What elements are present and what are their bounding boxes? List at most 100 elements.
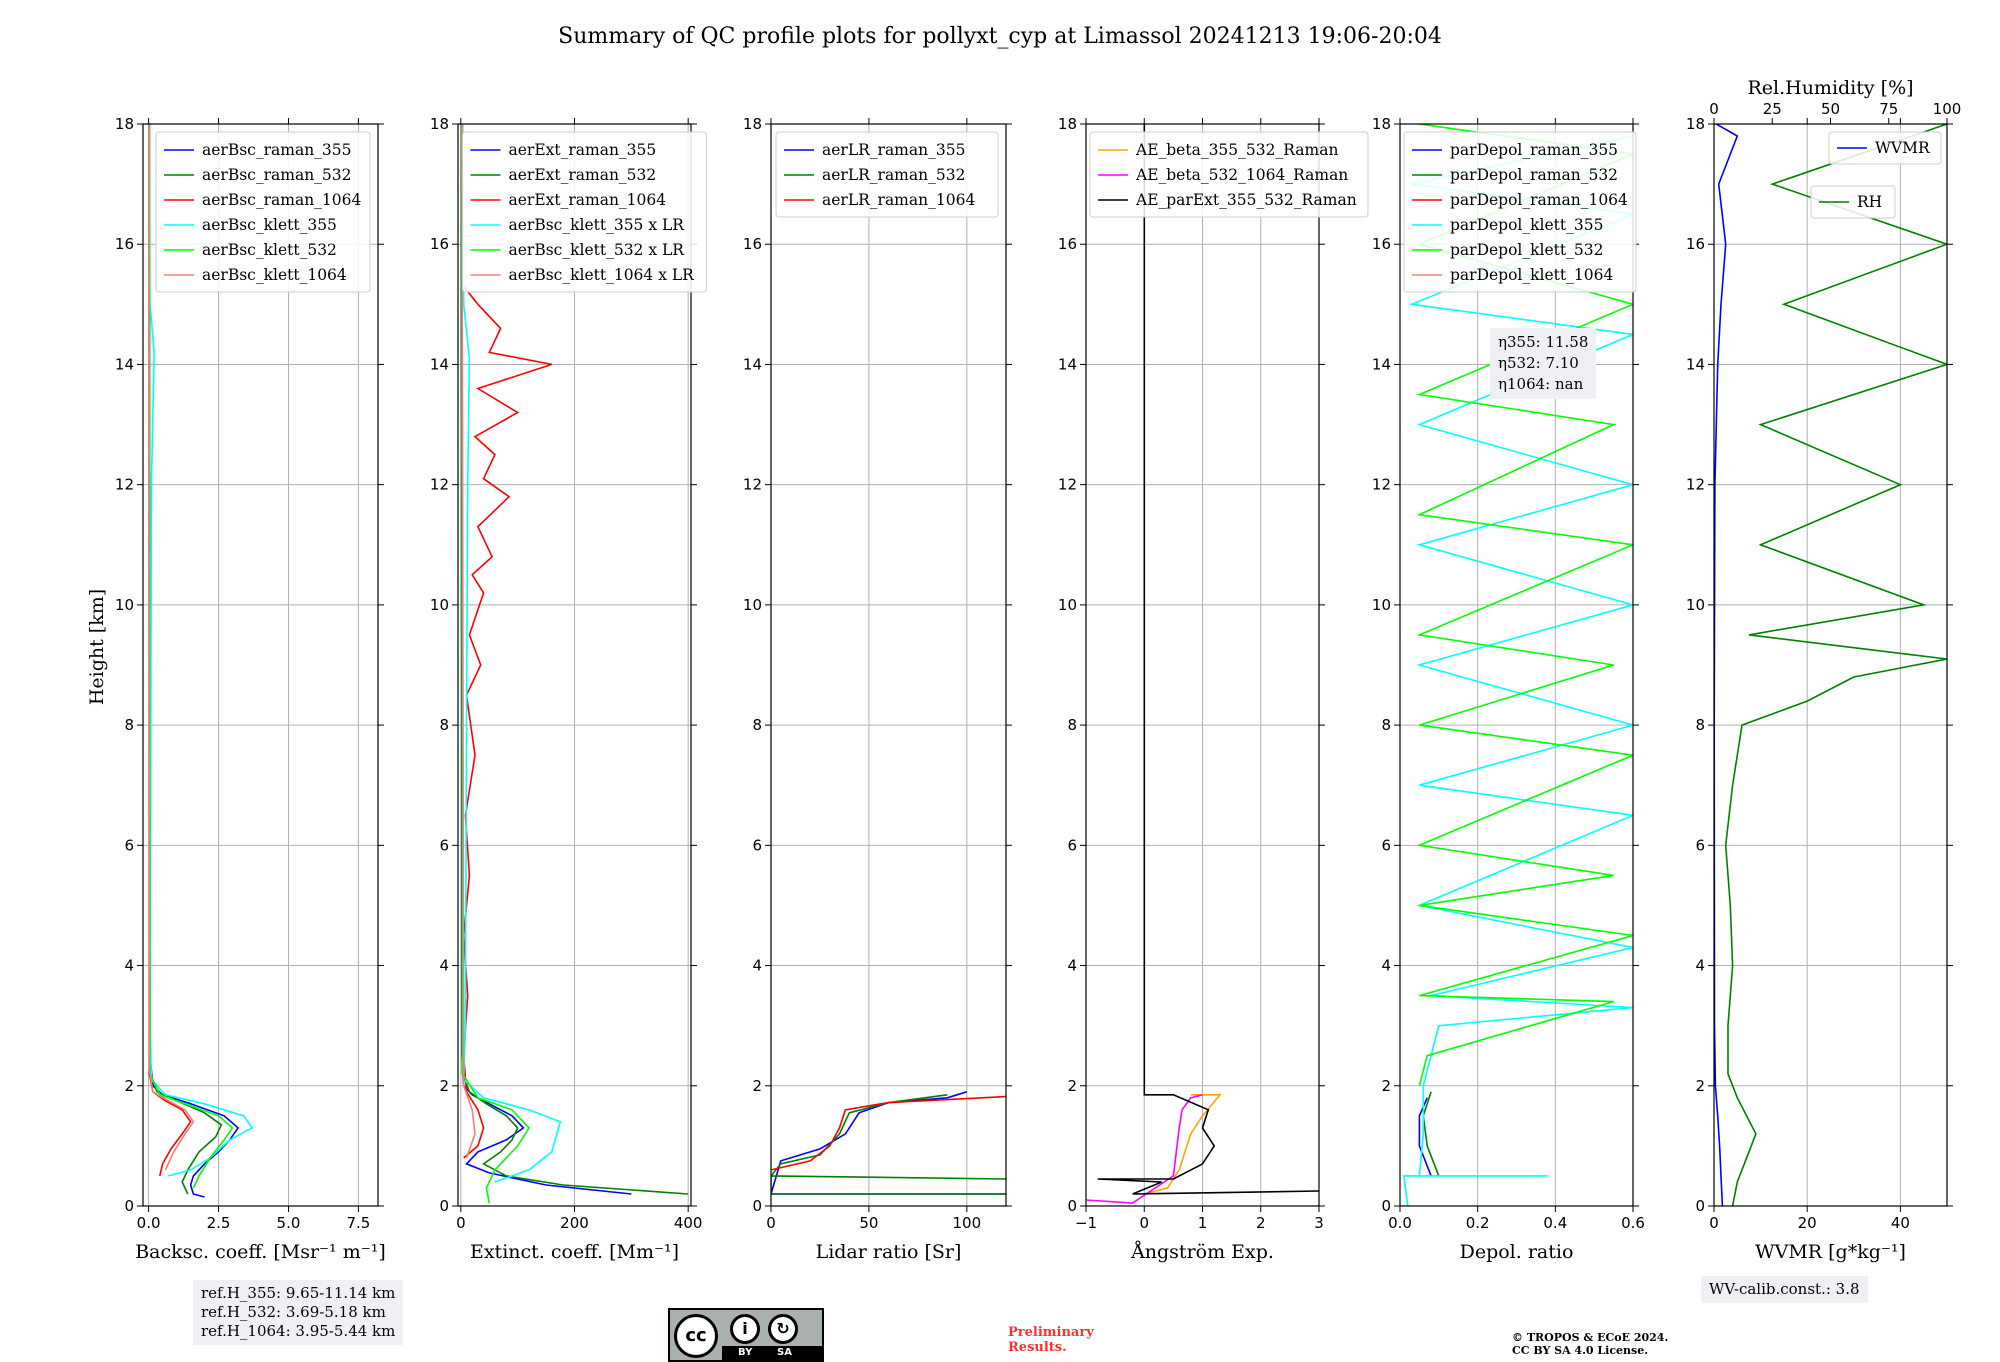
y-tick-label: 6 <box>1381 836 1391 854</box>
plot-area <box>1086 124 1319 1204</box>
axes-frame <box>770 123 1007 1207</box>
y-tick-label: 12 <box>430 476 449 494</box>
legend-label: aerLR_raman_355 <box>822 141 965 159</box>
y-tick-label: 6 <box>1067 836 1077 854</box>
legend: AE_beta_355_532_Raman AE_beta_532_1064_Ra… <box>1089 131 1369 218</box>
legend-label: parDepol_raman_532 <box>1450 166 1618 184</box>
share-alike-icon: ↻ <box>768 1314 798 1344</box>
top-tick-label: 25 <box>1763 100 1782 118</box>
y-tick-label: 14 <box>1372 355 1391 373</box>
legend: aerBsc_raman_355 aerBsc_raman_532 aerBsc_r… <box>155 131 371 293</box>
legend-label: aerBsc_raman_532 <box>202 166 352 184</box>
legend: parDepol_raman_355 parDepol_raman_532 parD… <box>1403 131 1637 293</box>
y-tick-label: 0 <box>124 1197 134 1215</box>
preliminary-line-2: Results. <box>1008 1340 1067 1355</box>
legend-box <box>1403 131 1637 293</box>
plot-area <box>1714 124 1947 1206</box>
y-tick-label: 16 <box>743 235 762 253</box>
y-tick-label: 16 <box>1372 235 1391 253</box>
legend-label: parDepol_raman_355 <box>1450 141 1618 159</box>
y-tick-label: 10 <box>1686 596 1705 614</box>
y-tick-label: 4 <box>752 957 762 975</box>
legend-box <box>775 131 999 218</box>
x-tick-label: 0 <box>1709 1214 1719 1232</box>
legend-label: aerBsc_raman_355 <box>202 141 352 159</box>
legend-label: aerLR_raman_1064 <box>822 191 975 209</box>
top-tick-label: 50 <box>1821 100 1840 118</box>
eta-532: η532: 7.10 <box>1498 354 1579 372</box>
legend: WVMR RH <box>1810 131 1942 219</box>
x-axis-label: Extinct. coeff. [Mm⁻¹] <box>470 1241 679 1263</box>
y-tick-label: 12 <box>1372 476 1391 494</box>
legend-box <box>155 131 371 293</box>
cc-by-label: BY <box>738 1347 753 1358</box>
plot-area <box>148 124 254 1198</box>
ref-height-1064: ref.H_1064: 3.95-5.44 km <box>201 1322 396 1340</box>
x-axis-label: WVMR [g*kg⁻¹] <box>1755 1241 1906 1263</box>
series-line-aerBsc_klett_355 <box>148 124 254 1177</box>
panel-extinction: 0 200 400 0 2 4 6 8 10 12 14 16 18 Extinct. coeff. [M… <box>430 115 707 1263</box>
y-tick-label: 12 <box>1058 476 1077 494</box>
x-tick-label: 20 <box>1798 1214 1817 1232</box>
y-tick-label: 18 <box>115 115 134 133</box>
y-tick-label: 8 <box>1381 716 1391 734</box>
legend-label: aerBsc_klett_1064 x LR <box>509 266 696 284</box>
y-tick-label: 0 <box>1695 1197 1705 1215</box>
x-tick-label: 0.6 <box>1621 1214 1645 1232</box>
y-tick-label: 6 <box>124 836 134 854</box>
legend-label: AE_beta_532_1064_Raman <box>1135 166 1348 184</box>
copyright-line-1: © TROPOS & ECoE 2024. <box>1512 1331 1669 1344</box>
series-line-aerBsc_klett_1064 x LR <box>461 124 476 1159</box>
legend-label: RH <box>1857 193 1882 211</box>
y-tick-label: 12 <box>743 476 762 494</box>
y-tick-label: 16 <box>115 235 134 253</box>
x-tick-label: 3 <box>1314 1214 1324 1232</box>
preliminary-line-1: Preliminary <box>1008 1325 1094 1340</box>
series-line-RH <box>1724 124 1947 1206</box>
y-tick-label: 4 <box>1381 957 1391 975</box>
y-tick-label: 0 <box>752 1197 762 1215</box>
copyright-note: © TROPOS & ECoE 2024. CC BY SA 4.0 Licen… <box>1512 1331 1668 1357</box>
copyright-line-2: CC BY SA 4.0 License. <box>1512 1344 1649 1357</box>
x-tick-label: 5.0 <box>277 1214 301 1232</box>
y-tick-label: 18 <box>743 115 762 133</box>
y-tick-label: 14 <box>115 355 134 373</box>
x-tick-label: 50 <box>859 1214 878 1232</box>
y-tick-label: 18 <box>1686 115 1705 133</box>
legend-label: parDepol_klett_355 <box>1450 216 1603 234</box>
legend-label: WVMR <box>1875 139 1931 157</box>
legend-label: aerBsc_klett_532 x LR <box>509 241 686 259</box>
cc-license-badge: cc i ↻ BY SA <box>668 1308 824 1362</box>
y-tick-label: 18 <box>1372 115 1391 133</box>
series-line-aerBsc_klett_532 x LR <box>461 124 531 1204</box>
y-tick-label: 16 <box>430 235 449 253</box>
ref-height-532: ref.H_532: 3.69-5.18 km <box>201 1303 386 1321</box>
y-tick-label: 2 <box>124 1077 134 1095</box>
x-tick-label: 0 <box>766 1214 776 1232</box>
x-tick-label: 0.0 <box>1388 1214 1412 1232</box>
y-tick-label: 2 <box>1695 1077 1705 1095</box>
y-axis-label: Height [km] <box>86 589 108 705</box>
x-tick-label: 7.5 <box>346 1214 370 1232</box>
y-tick-label: 0 <box>1381 1197 1391 1215</box>
cc-bar: BY SA <box>722 1346 822 1360</box>
y-tick-label: 8 <box>752 716 762 734</box>
legend-label: aerBsc_raman_1064 <box>202 191 362 209</box>
axes-frame <box>142 123 379 1207</box>
top-axis-label: Rel.Humidity [%] <box>1747 77 1913 99</box>
y-tick-label: 4 <box>1695 957 1705 975</box>
series-line-aerBsc_klett_532 <box>148 124 234 1189</box>
cc-icon: cc <box>674 1314 718 1358</box>
x-tick-label: 200 <box>560 1214 589 1232</box>
y-tick-label: 8 <box>124 716 134 734</box>
wv-calibration-box: WV-calib.const.: 3.8 <box>1701 1276 1868 1303</box>
series-line-aerLR_raman_355 <box>771 1091 1006 1195</box>
legend-label: AE_parExt_355_532_Raman <box>1135 191 1357 209</box>
y-tick-label: 18 <box>430 115 449 133</box>
legend-box <box>1810 185 1896 219</box>
figure-title: Summary of QC profile plots for pollyxt_… <box>558 24 1442 49</box>
y-tick-label: 8 <box>1067 716 1077 734</box>
reference-heights-box: ref.H_355: 9.65-11.14 km ref.H_532: 3.69… <box>193 1280 404 1345</box>
